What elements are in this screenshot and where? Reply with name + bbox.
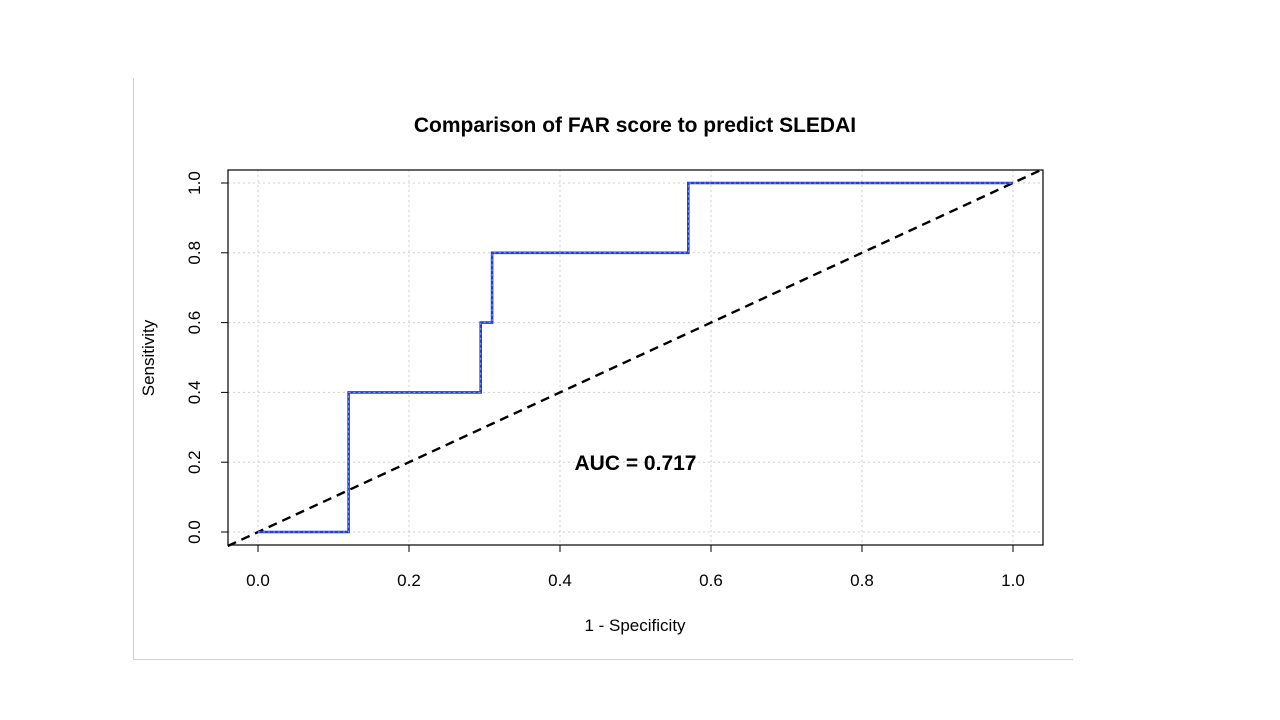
y-tick-label: 0.2	[185, 450, 204, 474]
y-tick-label: 0.6	[185, 311, 204, 335]
reference-diagonal-line	[227, 167, 1044, 548]
roc-curve-highlight	[258, 182, 1013, 533]
x-axis-label: 1 - Specificity	[584, 616, 686, 635]
y-tick-label: 0.4	[185, 381, 204, 405]
x-axis: 0.0 0.2 0.4 0.6 0.8 1.0	[246, 545, 1025, 590]
plot-border	[227, 169, 1044, 546]
annotations: AUC = 0.717	[575, 452, 697, 475]
x-tick-label: 1.0	[1001, 571, 1025, 590]
x-tick-label: 0.8	[850, 571, 874, 590]
y-tick-label: 0.0	[185, 520, 204, 544]
series-group	[227, 167, 1044, 548]
chart-title: Comparison of FAR score to predict SLEDA…	[414, 114, 856, 137]
x-tick-label: 0.4	[548, 571, 572, 590]
y-axis: 0.0 0.2 0.4 0.6 0.8 1.0	[185, 171, 228, 544]
figure-frame	[133, 78, 1073, 660]
y-tick-label: 0.8	[185, 241, 204, 265]
y-tick-label: 1.0	[185, 171, 204, 195]
y-axis-label: Sensitivity	[139, 319, 158, 396]
x-tick-label: 0.0	[246, 571, 270, 590]
x-tick-label: 0.2	[397, 571, 421, 590]
auc-annotation: AUC = 0.717	[575, 452, 697, 475]
x-tick-label: 0.6	[699, 571, 723, 590]
